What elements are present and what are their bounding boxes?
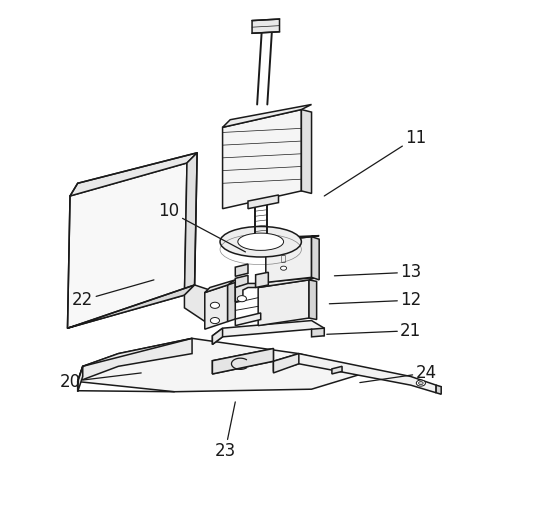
Polygon shape (212, 348, 273, 374)
Text: 刀: 刀 (281, 254, 286, 263)
Polygon shape (301, 109, 311, 193)
Polygon shape (67, 163, 187, 328)
Polygon shape (235, 264, 248, 277)
Polygon shape (311, 236, 319, 280)
Polygon shape (77, 366, 83, 392)
Polygon shape (235, 283, 256, 302)
Polygon shape (235, 313, 261, 326)
Text: 20: 20 (60, 373, 141, 391)
Polygon shape (332, 366, 342, 374)
Ellipse shape (416, 380, 426, 386)
Polygon shape (205, 280, 235, 292)
Text: 11: 11 (324, 128, 427, 196)
Polygon shape (212, 348, 273, 374)
Ellipse shape (211, 302, 219, 308)
Text: 10: 10 (159, 202, 246, 252)
Ellipse shape (238, 233, 284, 250)
Polygon shape (205, 285, 228, 329)
Text: 13: 13 (334, 263, 421, 281)
Polygon shape (212, 328, 223, 344)
Ellipse shape (418, 381, 423, 384)
Polygon shape (77, 338, 192, 381)
Ellipse shape (211, 318, 219, 324)
Polygon shape (67, 285, 194, 328)
Polygon shape (248, 195, 278, 209)
Text: 21: 21 (327, 322, 421, 340)
Polygon shape (223, 104, 311, 127)
Text: 23: 23 (214, 402, 236, 460)
Ellipse shape (281, 266, 287, 270)
Polygon shape (436, 385, 441, 394)
Polygon shape (256, 272, 268, 287)
Text: 22: 22 (72, 280, 154, 309)
Polygon shape (273, 354, 436, 393)
Polygon shape (273, 354, 299, 373)
Ellipse shape (220, 227, 301, 257)
Polygon shape (235, 276, 248, 287)
Polygon shape (266, 236, 311, 282)
Polygon shape (266, 235, 319, 242)
Polygon shape (70, 153, 197, 196)
Polygon shape (184, 153, 197, 295)
Polygon shape (311, 328, 324, 337)
Polygon shape (309, 280, 316, 320)
Polygon shape (228, 282, 235, 322)
Polygon shape (223, 109, 301, 209)
Polygon shape (258, 278, 316, 287)
Ellipse shape (237, 296, 246, 302)
Polygon shape (77, 338, 370, 392)
Polygon shape (184, 285, 225, 323)
Polygon shape (212, 321, 324, 344)
Text: 24: 24 (360, 364, 437, 382)
Polygon shape (258, 280, 309, 326)
Text: 12: 12 (329, 291, 421, 309)
Polygon shape (252, 19, 280, 33)
